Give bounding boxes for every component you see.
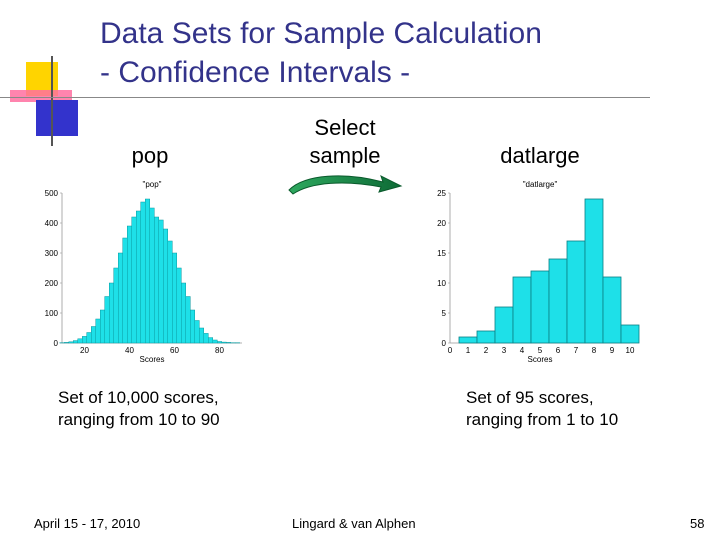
select-sample-arrow [288,175,403,195]
histogram-bar [194,320,200,344]
histogram-bar [73,340,78,344]
histogram-bar [176,267,182,344]
page-number: 58 [690,516,705,531]
y-tick-label: 15 [437,249,446,258]
x-tick-label: 7 [574,346,579,355]
y-tick-label: 0 [54,339,59,348]
histogram-bar [109,282,114,344]
histogram-bar [82,336,87,344]
histogram-bar [548,258,568,344]
histogram-bar [68,341,74,344]
histogram-bar [145,198,150,344]
histogram-bar [221,341,227,344]
label-datlarge: datlarge [500,143,580,168]
x-tick-label: 10 [626,346,635,355]
x-tick-label: 3 [502,346,507,355]
y-tick-label: 200 [45,279,59,288]
decor-horizontal-line [0,97,650,98]
histogram-bar [584,198,604,344]
histogram-bar [203,333,209,344]
histogram-bar [131,216,137,344]
histogram-bar [566,240,586,344]
histogram-bar [185,296,191,344]
x-tick-label: 4 [520,346,525,355]
x-tick-label: 1 [466,346,471,355]
histogram-bar [91,326,96,344]
y-tick-label: 300 [45,249,59,258]
histogram-bar [77,338,83,344]
histogram-bar [181,282,186,344]
histogram-bar [620,324,640,344]
desc-datlarge: Set of 95 scores, ranging from 1 to 10 [466,388,619,429]
x-tick-label: 8 [592,346,597,355]
histogram-bar [167,240,173,344]
histogram-bar [113,267,119,344]
decor-blue-square [36,100,78,136]
arrow-body-icon [288,175,403,195]
histogram-bar [127,225,132,344]
histogram-bar [163,228,168,344]
histogram-bar [122,237,128,344]
y-tick-label: 5 [442,309,447,318]
histogram-bar [140,201,146,344]
chart-pop: "pop" 0 100 200 300 400 500 20 40 60 80 Scores [45,180,242,364]
slide-title: Data Sets for Sample Calculation - Confi… [100,17,542,89]
histogram-bar [190,309,195,344]
y-tick-label: 20 [437,219,446,228]
y-tick-label: 400 [45,219,59,228]
histogram-bar [602,276,622,344]
label-pop: pop [131,143,169,168]
x-tick-label: 20 [80,346,89,355]
chart-datlarge: "datlarge" 0 5 10 15 20 25 0 1 2 3 4 5 6 7 8 9 10 Scores [437,180,640,364]
label-select-sample: Select sample [309,115,381,168]
histogram-bar [212,339,218,344]
histogram-bar [476,330,496,344]
y-tick-label: 25 [437,189,446,198]
histogram-bar [494,306,514,344]
y-tick-label: 100 [45,309,59,318]
histogram-bar [86,332,92,344]
x-tick-label: 2 [484,346,489,355]
histogram-bar [136,210,141,344]
histogram-bar [64,342,69,344]
histogram-bar [199,327,204,344]
footer-date: April 15 - 17, 2010 [34,516,141,531]
histogram-bar [95,318,101,344]
histogram-bar [512,276,532,344]
histogram-bar [158,219,164,344]
decor-vertical-line [51,56,53,146]
y-tick-label: 0 [442,339,447,348]
x-tick-label: 80 [215,346,224,355]
histogram-bar [226,342,231,344]
chart-title: "pop" [142,180,161,189]
x-tick-label: 5 [538,346,543,355]
x-axis-label: Scores [528,355,553,364]
x-tick-label: 0 [448,346,453,355]
x-tick-label: 40 [125,346,134,355]
footer-authors: Lingard & van Alphen [292,516,416,531]
histogram-bar [217,341,222,344]
x-tick-label: 6 [556,346,561,355]
desc-pop: Set of 10,000 scores, ranging from 10 to… [58,388,220,429]
histogram-bar [458,336,478,344]
decor-pink-bar [10,90,72,102]
histogram-bar [118,252,123,344]
x-axis-label: Scores [140,355,165,364]
histogram-bar [530,270,550,344]
histogram-bar [172,252,177,344]
histogram-bar [149,207,155,344]
histogram-bar [104,296,110,344]
x-tick-label: 9 [610,346,615,355]
histogram-bar [154,216,159,344]
histogram-bar [208,337,213,344]
y-tick-label: 10 [437,279,446,288]
histogram-bar [100,309,105,344]
y-tick-label: 500 [45,189,59,198]
chart-title: "datlarge" [523,180,558,189]
x-tick-label: 60 [170,346,179,355]
